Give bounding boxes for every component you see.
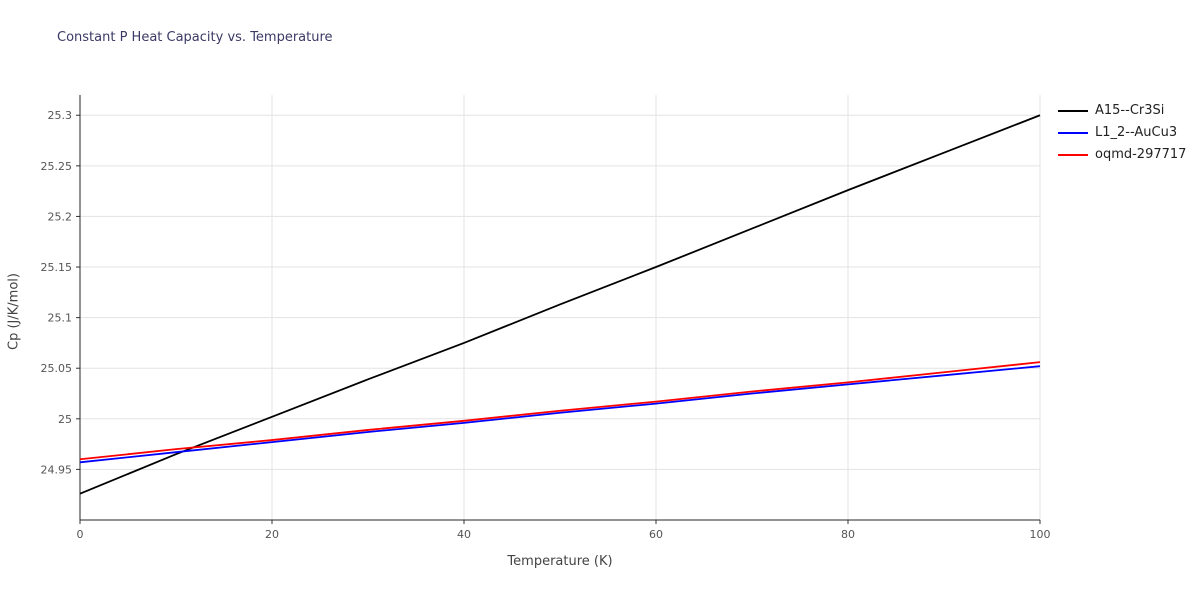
- x-tick-label: 40: [457, 528, 471, 541]
- legend-label: A15--Cr3Si: [1095, 103, 1165, 118]
- legend: A15--Cr3Si L1_2--AuCu3 oqmd-297717: [1058, 103, 1186, 169]
- y-axis-label: Cp (J/K/mol): [6, 273, 22, 350]
- y-tick-label: 25.25: [41, 160, 73, 173]
- y-tick-label: 25.15: [41, 261, 73, 274]
- legend-label: oqmd-297717: [1095, 147, 1187, 162]
- y-tick-label: 25.3: [48, 109, 73, 122]
- legend-item: L1_2--AuCu3: [1058, 125, 1186, 140]
- y-tick-label: 25.2: [48, 210, 73, 223]
- x-tick-label: 20: [265, 528, 279, 541]
- x-tick-label: 60: [649, 528, 663, 541]
- x-tick-label: 100: [1030, 528, 1051, 541]
- chart-title: Constant P Heat Capacity vs. Temperature: [57, 30, 333, 45]
- y-tick-label: 24.95: [41, 463, 73, 476]
- legend-label: L1_2--AuCu3: [1095, 125, 1178, 140]
- y-tick-label: 25: [58, 413, 72, 426]
- legend-item: oqmd-297717: [1058, 147, 1186, 162]
- series-line-L1_2--AuCu3: [79, 365, 1041, 464]
- x-axis-label: Temperature (K): [507, 554, 613, 569]
- x-tick-label: 80: [841, 528, 855, 541]
- legend-line-swatch: [1058, 109, 1088, 112]
- series-line-A15--Cr3Si: [79, 114, 1041, 495]
- legend-item: A15--Cr3Si: [1058, 103, 1186, 118]
- x-tick-label: 0: [77, 528, 84, 541]
- y-tick-label: 25.1: [48, 312, 73, 325]
- y-tick-label: 25.05: [41, 362, 73, 375]
- series-line-oqmd-297717: [79, 361, 1041, 461]
- legend-line-swatch: [1058, 153, 1088, 156]
- legend-line-swatch: [1058, 131, 1088, 134]
